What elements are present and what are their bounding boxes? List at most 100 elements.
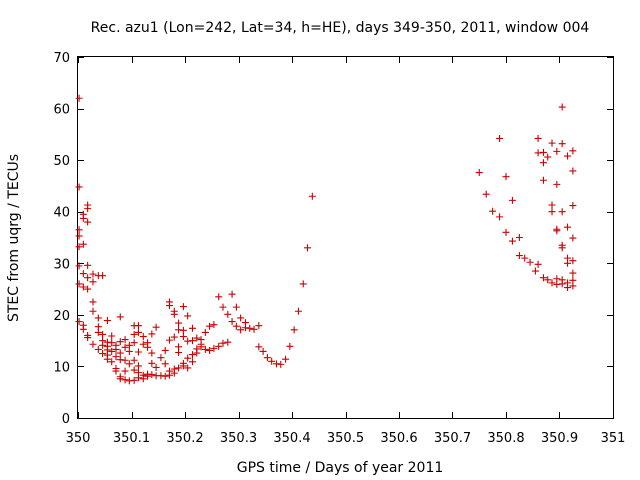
data-point (134, 374, 142, 382)
data-point (558, 244, 566, 252)
data-point (482, 190, 490, 198)
data-point (130, 376, 138, 384)
data-point (188, 358, 196, 366)
data-point (89, 340, 97, 348)
data-point (255, 343, 263, 351)
data-point (219, 303, 227, 311)
data-point (299, 280, 307, 288)
data-point (125, 347, 133, 355)
data-point (75, 280, 83, 288)
data-point (294, 307, 302, 315)
data-point (94, 314, 102, 322)
data-point (232, 303, 240, 311)
data-point (224, 310, 232, 318)
data-point (148, 359, 156, 367)
x-tick-label: 350.3 (220, 431, 257, 446)
data-point (228, 290, 236, 298)
data-point (569, 167, 577, 175)
data-point (232, 322, 240, 330)
data-point (139, 375, 147, 383)
y-tick-label: 20 (53, 309, 70, 324)
data-point (215, 342, 223, 350)
data-point (259, 347, 267, 355)
data-point (237, 326, 245, 334)
data-point (255, 322, 263, 330)
data-point (558, 280, 566, 288)
data-point (108, 358, 116, 366)
data-point (553, 147, 561, 155)
data-point (569, 282, 577, 290)
data-point (250, 325, 258, 333)
data-point (548, 139, 556, 147)
data-point (99, 350, 107, 358)
data-point (112, 353, 120, 361)
y-tick-label: 50 (53, 154, 70, 169)
data-point (148, 330, 156, 338)
data-point (144, 343, 152, 351)
x-axis-label: GPS time / Days of year 2011 (237, 460, 444, 476)
data-point (534, 134, 542, 142)
data-point (116, 313, 124, 321)
x-tick-label: 350.8 (487, 431, 524, 446)
chart-title: Rec. azu1 (Lon=242, Lat=34, h=HE), days … (91, 20, 590, 36)
data-point (79, 240, 87, 248)
data-point (237, 314, 245, 322)
data-point (553, 180, 561, 188)
data-point (263, 354, 271, 362)
data-point (290, 326, 298, 334)
data-point (165, 336, 173, 344)
data-point (496, 134, 504, 142)
data-point (157, 354, 165, 362)
data-point (79, 270, 87, 278)
data-point (161, 372, 169, 380)
y-tick-label: 70 (53, 51, 70, 66)
data-point (569, 234, 577, 242)
data-point (75, 226, 83, 234)
data-point (304, 244, 312, 252)
data-point (502, 228, 510, 236)
x-tick-label: 350.2 (166, 431, 203, 446)
data-point (534, 260, 542, 268)
data-point (286, 342, 294, 350)
data-point (75, 94, 83, 102)
data-point (179, 303, 187, 311)
data-point (553, 227, 561, 235)
data-point (79, 325, 87, 333)
data-point (224, 338, 232, 346)
data-point (526, 258, 534, 266)
data-point (165, 371, 173, 379)
data-point (103, 317, 111, 325)
data-point (569, 257, 577, 265)
x-tick-label: 350.9 (541, 431, 578, 446)
data-point (84, 285, 92, 293)
data-point (130, 339, 138, 347)
data-point (130, 356, 138, 364)
data-point (152, 363, 160, 371)
data-point (116, 375, 124, 383)
data-point (475, 169, 483, 177)
data-point (144, 372, 152, 380)
data-point (121, 356, 129, 364)
data-point (84, 334, 92, 342)
data-point (548, 279, 556, 287)
data-point (79, 283, 87, 291)
data-point (544, 153, 552, 161)
data-point (108, 332, 116, 340)
data-point (215, 293, 223, 301)
data-point (531, 267, 539, 275)
data-point (282, 355, 290, 363)
data-point (99, 341, 107, 349)
data-point (112, 367, 120, 375)
data-point (277, 360, 285, 368)
y-axis: 0 10 20 30 40 50 60 70 (53, 51, 613, 427)
data-point (103, 355, 111, 363)
data-point (308, 192, 316, 200)
data-point (175, 319, 183, 327)
data-point (188, 351, 196, 359)
data-point (121, 343, 129, 351)
data-point (84, 274, 92, 282)
data-point (108, 347, 116, 355)
data-point (206, 346, 214, 354)
data-point (130, 366, 138, 374)
